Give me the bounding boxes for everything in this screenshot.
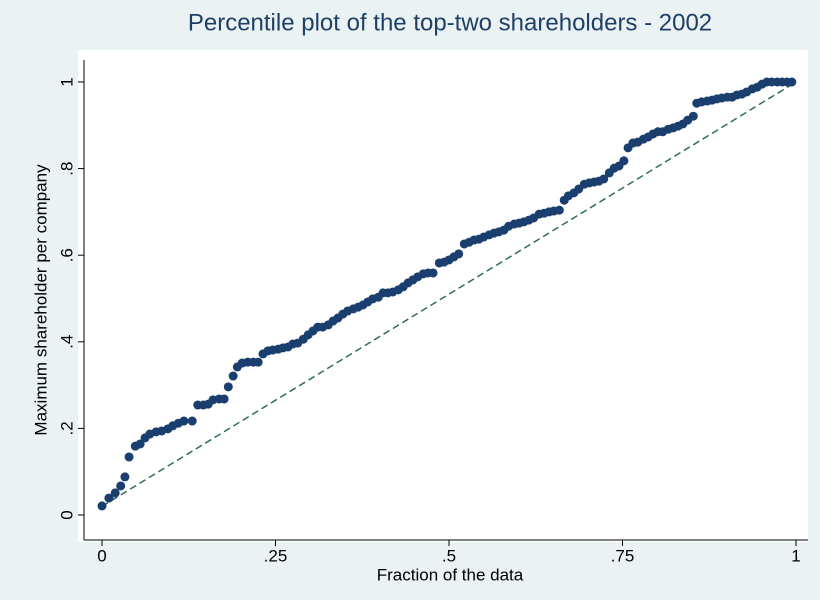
point xyxy=(97,501,107,511)
x-tick-label: .25 xyxy=(264,546,288,565)
point xyxy=(104,493,114,503)
point xyxy=(219,394,229,404)
point xyxy=(554,205,564,215)
point xyxy=(253,357,263,367)
point xyxy=(120,472,130,482)
y-tick-label: .6 xyxy=(57,248,76,262)
y-axis-title: Maximum shareholder per company xyxy=(31,164,50,436)
y-tick-label: 0 xyxy=(57,510,76,519)
x-tick-label: .5 xyxy=(442,546,456,565)
point xyxy=(223,382,233,392)
point xyxy=(179,416,189,426)
x-axis-title: Fraction of the data xyxy=(377,565,524,584)
point xyxy=(116,481,126,491)
point xyxy=(787,77,797,87)
x-tick-label: 0 xyxy=(97,546,106,565)
y-tick-label: .8 xyxy=(57,162,76,176)
point xyxy=(187,416,197,426)
x-tick-label: .75 xyxy=(611,546,635,565)
point xyxy=(110,488,120,498)
point xyxy=(599,174,609,184)
plot-area xyxy=(78,50,808,542)
x-tick-label: 1 xyxy=(791,546,800,565)
point xyxy=(688,111,698,121)
y-tick-label: 1 xyxy=(57,77,76,86)
point xyxy=(135,439,145,449)
point xyxy=(124,452,134,462)
point xyxy=(619,156,629,166)
point xyxy=(228,371,238,381)
y-tick-label: .4 xyxy=(57,335,76,349)
y-tick-label: .2 xyxy=(57,421,76,435)
point xyxy=(454,249,464,259)
point xyxy=(428,268,438,278)
reference-line xyxy=(101,81,797,507)
chart-title: Percentile plot of the top-two sharehold… xyxy=(188,9,712,36)
